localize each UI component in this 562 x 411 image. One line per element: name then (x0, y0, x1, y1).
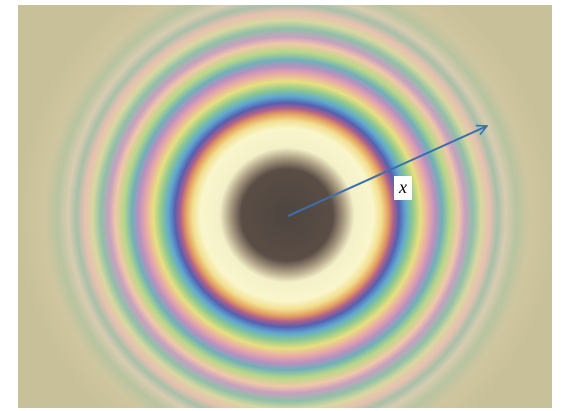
interference-rings (18, 5, 552, 408)
figure: x (0, 0, 562, 411)
radius-label: x (398, 177, 407, 197)
